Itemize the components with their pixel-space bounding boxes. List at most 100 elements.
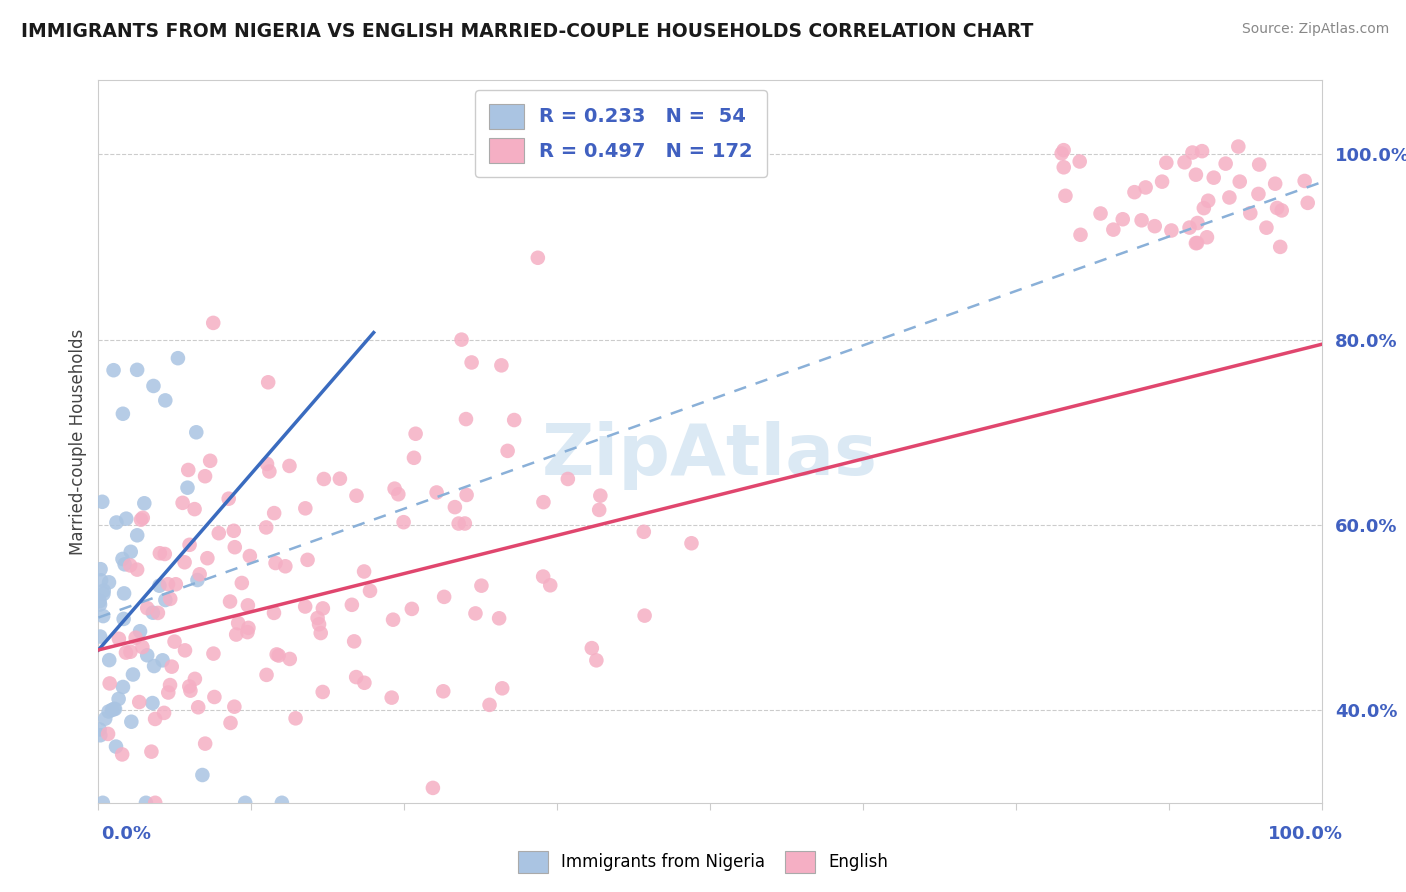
Point bbox=[433, 590, 456, 604]
Point bbox=[401, 602, 423, 616]
Point bbox=[1053, 161, 1076, 175]
Point bbox=[294, 599, 316, 614]
Point bbox=[89, 723, 111, 737]
Point bbox=[165, 577, 187, 591]
Point bbox=[312, 601, 335, 615]
Point bbox=[1265, 201, 1288, 215]
Point bbox=[176, 481, 198, 495]
Point bbox=[208, 526, 231, 541]
Point bbox=[90, 562, 112, 576]
Point bbox=[186, 425, 208, 440]
Point bbox=[1069, 154, 1091, 169]
Point bbox=[152, 653, 174, 667]
Point bbox=[97, 727, 120, 741]
Point bbox=[464, 607, 486, 621]
Point bbox=[89, 630, 111, 644]
Legend: Immigrants from Nigeria, English: Immigrants from Nigeria, English bbox=[510, 845, 896, 880]
Point bbox=[224, 699, 246, 714]
Point bbox=[1270, 240, 1292, 254]
Point bbox=[194, 737, 217, 751]
Point bbox=[1192, 201, 1215, 215]
Point bbox=[1249, 157, 1271, 171]
Point bbox=[160, 659, 183, 673]
Text: 0.0%: 0.0% bbox=[101, 825, 152, 843]
Point bbox=[226, 616, 249, 631]
Point bbox=[105, 739, 128, 754]
Point bbox=[1195, 230, 1218, 244]
Point bbox=[1102, 222, 1125, 236]
Point bbox=[392, 515, 415, 529]
Point bbox=[194, 469, 217, 483]
Point bbox=[340, 598, 363, 612]
Point bbox=[219, 715, 242, 730]
Point bbox=[128, 695, 150, 709]
Point bbox=[538, 578, 561, 592]
Point bbox=[1152, 175, 1174, 189]
Point bbox=[460, 355, 482, 369]
Point bbox=[198, 454, 221, 468]
Point bbox=[426, 485, 449, 500]
Point bbox=[120, 558, 142, 573]
Point bbox=[454, 516, 477, 531]
Point bbox=[1294, 174, 1316, 188]
Point bbox=[581, 641, 603, 656]
Point bbox=[259, 465, 281, 479]
Point bbox=[308, 617, 330, 632]
Point bbox=[179, 683, 201, 698]
Point bbox=[257, 376, 280, 390]
Point bbox=[146, 606, 169, 620]
Point bbox=[1229, 175, 1251, 189]
Point bbox=[89, 598, 111, 612]
Point bbox=[120, 645, 142, 659]
Point bbox=[224, 540, 246, 554]
Point bbox=[91, 609, 114, 624]
Point bbox=[1215, 156, 1237, 170]
Point bbox=[202, 316, 225, 330]
Point bbox=[488, 611, 510, 625]
Point bbox=[297, 553, 319, 567]
Point bbox=[681, 536, 703, 550]
Point bbox=[222, 524, 245, 538]
Point bbox=[344, 670, 367, 684]
Point bbox=[143, 796, 166, 810]
Point bbox=[98, 676, 121, 690]
Point bbox=[148, 579, 170, 593]
Text: IMMIGRANTS FROM NIGERIA VS ENGLISH MARRIED-COUPLE HOUSEHOLDS CORRELATION CHART: IMMIGRANTS FROM NIGERIA VS ENGLISH MARRI… bbox=[21, 22, 1033, 41]
Point bbox=[142, 606, 165, 620]
Point bbox=[141, 696, 163, 710]
Point bbox=[89, 594, 111, 608]
Point bbox=[422, 780, 444, 795]
Point bbox=[527, 251, 550, 265]
Point bbox=[142, 379, 165, 393]
Point bbox=[172, 496, 194, 510]
Point bbox=[274, 559, 297, 574]
Point bbox=[108, 632, 131, 646]
Point bbox=[1090, 206, 1112, 220]
Point bbox=[278, 458, 301, 473]
Point bbox=[503, 413, 526, 427]
Point bbox=[309, 626, 332, 640]
Point bbox=[1185, 168, 1208, 182]
Point bbox=[1112, 212, 1135, 227]
Point bbox=[124, 631, 146, 645]
Point bbox=[90, 574, 112, 588]
Point bbox=[307, 611, 329, 625]
Point bbox=[202, 647, 225, 661]
Point bbox=[143, 712, 166, 726]
Point bbox=[312, 685, 335, 699]
Point bbox=[384, 482, 406, 496]
Point bbox=[1173, 155, 1195, 169]
Point bbox=[188, 567, 211, 582]
Point bbox=[167, 351, 190, 366]
Point bbox=[91, 796, 114, 810]
Text: Source: ZipAtlas.com: Source: ZipAtlas.com bbox=[1241, 22, 1389, 37]
Point bbox=[1135, 180, 1157, 194]
Point bbox=[149, 546, 172, 560]
Point bbox=[405, 426, 427, 441]
Point bbox=[225, 627, 247, 641]
Point bbox=[159, 591, 181, 606]
Point bbox=[91, 495, 114, 509]
Point bbox=[153, 547, 176, 561]
Point bbox=[93, 583, 115, 598]
Point bbox=[263, 506, 285, 520]
